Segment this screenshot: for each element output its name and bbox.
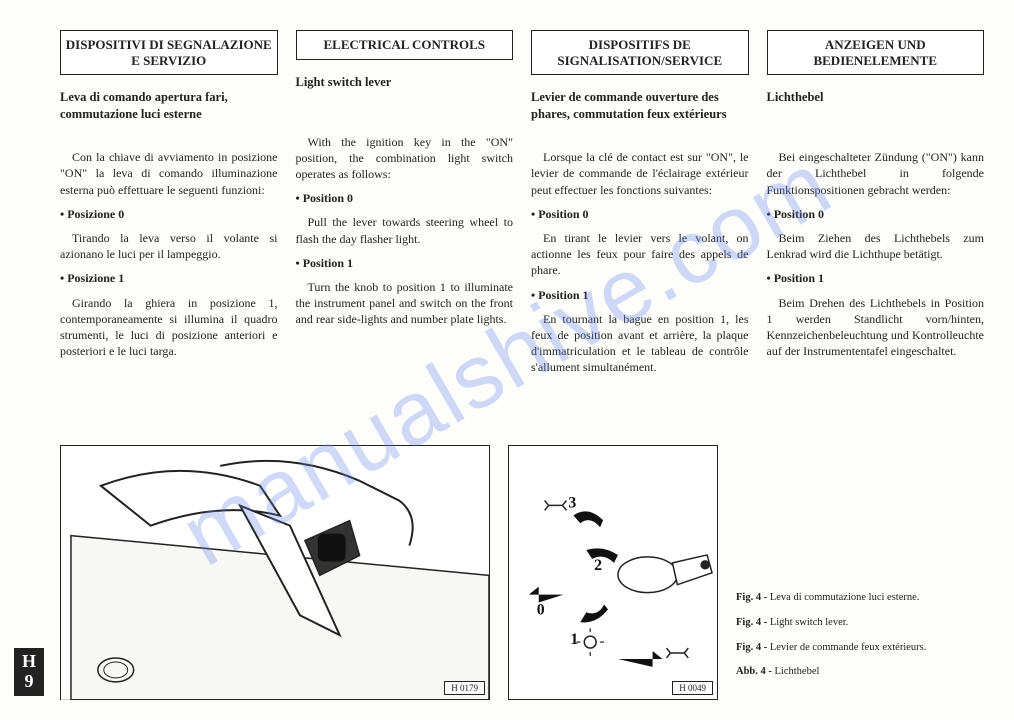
caption-row: Fig. 4 - Levier de commande feux extérie… [736,641,984,656]
position-1-label: • Position 1 [296,255,514,271]
column-body: Bei eingeschalteter Zündung ("ON") kann … [767,149,985,359]
figure-right: 3 2 0 1 [508,445,718,700]
column-body: Con la chiave di avviamento in posizione… [60,149,278,359]
figure-id-label: H 0049 [672,681,713,695]
intro-text: Lorsque la clé de contact est sur "ON", … [531,149,749,198]
column-header: ELECTRICAL CONTROLS [296,30,514,60]
column-subhead: Lichthebel [767,89,985,137]
page-tab-number: 9 [25,672,34,692]
column-header: DISPOSITIVI DI SEGNALAZIONE E SERVIZIO [60,30,278,75]
column-body: With the ignition key in the "ON" positi… [296,134,514,328]
intro-text: Con la chiave di avviamento in posizione… [60,149,278,198]
column-subhead: Light switch lever [296,74,514,122]
diagram-label-0: 0 [537,601,545,618]
column-header: DISPOSITIFS DE SIGNALISATION/SERVICE [531,30,749,75]
lever-diagram: 3 2 0 1 [509,446,717,699]
caption-row: Fig. 4 - Leva di commutazione luci ester… [736,591,984,606]
position-1-text: Beim Drehen des Lichthebels in Position … [767,295,985,360]
figure-id-label: H 0179 [444,681,485,695]
column-header: ANZEIGEN UND BEDIENELEMENTE [767,30,985,75]
caption-row: Abb. 4 - Lichthebel [736,665,984,680]
intro-text: Bei eingeschalteter Zündung ("ON") kann … [767,149,985,198]
column-english: ELECTRICAL CONTROLS Light switch lever W… [296,30,514,383]
column-french: DISPOSITIFS DE SIGNALISATION/SERVICE Lev… [531,30,749,383]
position-0-label: • Position 0 [296,190,514,206]
column-subhead: Levier de commande ouverture des phares,… [531,89,749,137]
position-1-text: En tournant la bague en position 1, les … [531,311,749,376]
column-subhead: Leva di comando apertura fari, commutazi… [60,89,278,137]
position-1-label: • Position 1 [767,270,985,286]
diagram-label-2: 2 [594,557,602,574]
position-0-text: Beim Ziehen des Lichthebels zum Lenkrad … [767,230,985,262]
lever-photo-sketch [61,446,489,700]
page-tab-letter: H [22,652,36,672]
column-body: Lorsque la clé de contact est sur "ON", … [531,149,749,375]
caption-row: Fig. 4 - Light switch lever. [736,616,984,631]
position-0-text: Pull the lever towards steering wheel to… [296,214,514,246]
figure-left: H 0179 [60,445,490,700]
figure-captions: Fig. 4 - Leva di commutazione luci ester… [736,591,984,700]
diagram-label-3: 3 [568,494,576,511]
position-1-text: Girando la ghiera in posizione 1, contem… [60,295,278,360]
position-0-text: Tirando la leva verso il volante si azio… [60,230,278,262]
position-0-text: En tirant le levier vers le volant, on a… [531,230,749,279]
column-german: ANZEIGEN UND BEDIENELEMENTE Lichthebel B… [767,30,985,383]
position-1-text: Turn the knob to position 1 to illuminat… [296,279,514,328]
position-1-label: • Position 1 [531,287,749,303]
page-tab: H 9 [14,648,44,696]
position-0-label: • Posizione 0 [60,206,278,222]
column-italian: DISPOSITIVI DI SEGNALAZIONE E SERVIZIO L… [60,30,278,383]
diagram-label-1: 1 [570,631,578,648]
position-1-label: • Posizione 1 [60,270,278,286]
intro-text: With the ignition key in the "ON" positi… [296,134,514,183]
position-0-label: • Position 0 [767,206,985,222]
position-0-label: • Position 0 [531,206,749,222]
